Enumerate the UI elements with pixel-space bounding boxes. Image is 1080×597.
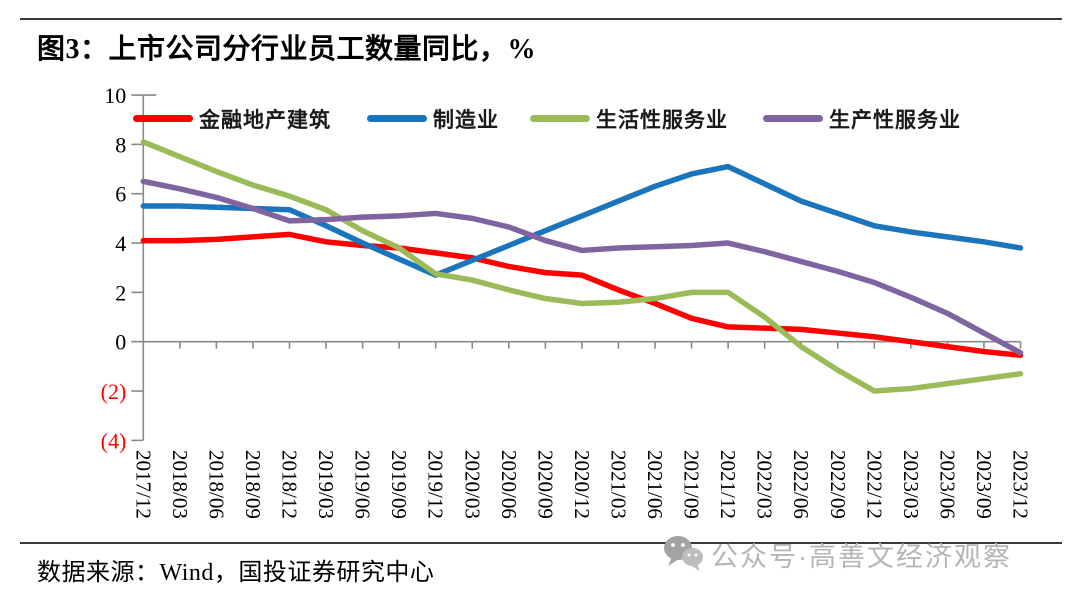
y-tick-label: 4	[115, 231, 126, 256]
x-tick-label: 2021/03	[606, 450, 630, 519]
bottom-divider	[20, 542, 1062, 544]
legend-item-制造业: 制造业	[367, 105, 499, 132]
x-tick-label: 2021/12	[716, 450, 740, 519]
series-line-制造业	[140, 163, 1024, 278]
legend-item-金融地产建筑: 金融地产建筑	[133, 105, 331, 132]
legend-label: 制造业	[433, 108, 499, 132]
x-tick-label: 2019/12	[424, 450, 448, 519]
series-line-金融地产建筑	[140, 231, 1024, 359]
y-tick-label: 6	[115, 182, 126, 207]
legend-swatch	[367, 115, 427, 122]
legend-label: 生活性服务业	[596, 108, 728, 132]
top-divider	[20, 18, 1062, 20]
y-tick-label: 10	[104, 83, 126, 108]
y-tick-label: (2)	[101, 379, 127, 404]
x-tick-label: 2018/09	[241, 450, 265, 519]
x-tick-label: 2017/12	[131, 450, 155, 519]
legend-label: 生产性服务业	[829, 108, 961, 132]
series-line-生活性服务业	[140, 139, 1024, 394]
y-tick-label: 8	[115, 132, 126, 157]
x-tick-label: 2022/03	[753, 450, 777, 519]
data-source: 数据来源：Wind，国投证券研究中心	[37, 560, 435, 586]
legend-swatch	[763, 115, 823, 122]
y-tick-label: 2	[115, 280, 126, 305]
x-tick-label: 2022/09	[826, 450, 850, 519]
legend-swatch	[530, 115, 590, 122]
x-tick-label: 2019/03	[314, 450, 338, 519]
legend-swatch	[133, 115, 193, 122]
x-tick-label: 2020/09	[533, 450, 557, 519]
x-tick-label: 2020/03	[460, 450, 484, 519]
x-tick-label: 2019/06	[351, 450, 375, 519]
x-tick-label: 2019/09	[387, 450, 411, 519]
chart-title: 图3：上市公司分行业员工数量同比，%	[37, 34, 537, 65]
watermark: 公众号·高善文经济观察	[662, 533, 1012, 575]
y-tick-label: (4)	[101, 428, 127, 453]
x-tick-label: 2021/09	[680, 450, 704, 519]
x-tick-label: 2020/12	[570, 450, 594, 519]
legend-item-生产性服务业: 生产性服务业	[763, 105, 961, 132]
x-tick-label: 2023/03	[899, 450, 923, 519]
wechat-icon	[664, 536, 703, 571]
legend-item-生活性服务业: 生活性服务业	[530, 105, 728, 132]
y-tick-label: 0	[115, 330, 126, 355]
x-tick-label: 2018/06	[204, 450, 228, 519]
x-tick-label: 2018/03	[168, 450, 192, 519]
series-line-生产性服务业	[140, 178, 1024, 356]
x-tick-label: 2022/06	[789, 450, 813, 519]
x-tick-label: 2022/12	[862, 450, 886, 519]
watermark-text: 公众号·高善文经济观察	[711, 541, 1012, 572]
legend-label: 金融地产建筑	[199, 108, 331, 132]
x-tick-label: 2023/12	[1009, 450, 1033, 519]
x-tick-label: 2023/09	[972, 450, 996, 519]
x-tick-label: 2023/06	[935, 450, 959, 519]
x-tick-label: 2018/12	[278, 450, 302, 519]
x-tick-label: 2021/06	[643, 450, 667, 519]
x-tick-label: 2020/06	[497, 450, 521, 519]
